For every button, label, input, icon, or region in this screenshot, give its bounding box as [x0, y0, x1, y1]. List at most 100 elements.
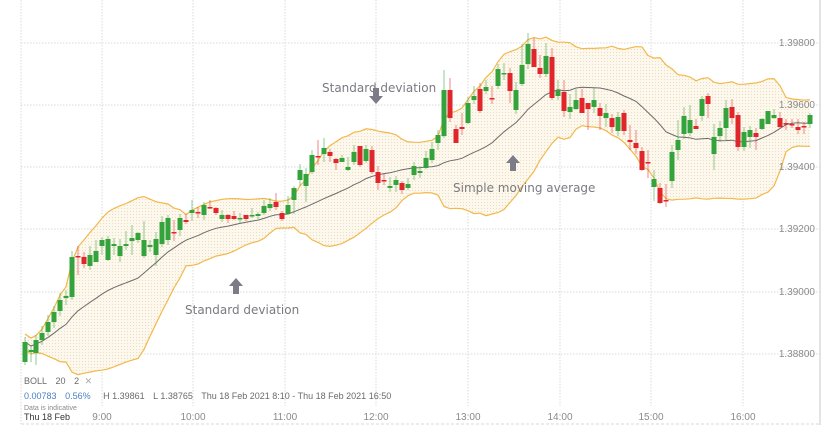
candle [291, 186, 297, 214]
candle [555, 80, 561, 100]
annotation: Standard deviation [185, 278, 299, 317]
candle [339, 155, 345, 162]
candle [771, 109, 777, 119]
annotation: Standard deviation [322, 81, 436, 104]
candle [303, 168, 309, 202]
start-date-label: Thu 18 Feb [24, 412, 71, 422]
time-tick-label: 13:00 [455, 412, 480, 423]
price-summary-row: 0.00783 0.56% H 1.39861 L 1.38765 Thu 18… [24, 389, 397, 404]
candle [483, 80, 489, 94]
time-tick-label: 14:00 [547, 412, 572, 423]
annotation-label: Standard deviation [185, 303, 299, 317]
candle [237, 213, 243, 223]
price-axis[interactable]: 1.39800 1.39600 1.39400 1.39200 1.39000 1.388… [779, 38, 816, 360]
annotation-label: Standard deviation [322, 81, 436, 95]
indicator-period: 20 [55, 376, 66, 386]
candle [597, 103, 603, 130]
candle [39, 326, 45, 345]
candle [807, 113, 813, 128]
candle [561, 80, 567, 117]
candle [369, 146, 375, 174]
candle [273, 193, 279, 210]
candle [513, 82, 519, 114]
candle [249, 208, 255, 218]
price-tick-label: 1.39000 [779, 287, 816, 298]
price-tick-label: 1.39600 [779, 100, 816, 111]
candle [723, 100, 729, 140]
candle [375, 166, 381, 190]
indicator-legend: BOLL 20 2 ✕ 0.00783 0.56% H 1.39861 L 1.… [24, 374, 397, 414]
time-tick-label: 12:00 [363, 412, 388, 423]
candle [201, 202, 207, 220]
candle [405, 178, 411, 190]
candle [129, 225, 135, 255]
candle [669, 145, 675, 188]
candle [22, 337, 28, 365]
indicator-name[interactable]: BOLL [24, 376, 48, 386]
candle [51, 306, 57, 328]
time-tick-label: 15:00 [638, 412, 663, 423]
candle [495, 64, 501, 89]
candle [123, 231, 129, 250]
candle [519, 44, 525, 86]
candle [111, 238, 117, 255]
candle [447, 78, 453, 122]
candle [567, 94, 573, 119]
annotations: Standard deviation Standard deviation Simp… [185, 81, 595, 317]
candle [69, 251, 75, 300]
candle [159, 216, 165, 247]
candle [243, 215, 249, 221]
candle [387, 177, 393, 192]
candle [735, 112, 741, 151]
candle [381, 173, 387, 185]
candle [357, 146, 363, 167]
candle [363, 145, 369, 163]
candle [663, 184, 669, 207]
candle [657, 183, 663, 204]
price-change: 0.00783 [24, 391, 57, 401]
candle [28, 345, 34, 362]
candle [699, 96, 705, 121]
candle [633, 130, 639, 154]
candle [177, 214, 183, 236]
annotation-label: Simple moving average [453, 181, 595, 195]
candle [141, 221, 147, 258]
candle [507, 68, 513, 103]
price-tick-label: 1.38800 [779, 349, 816, 360]
candle [63, 290, 69, 305]
candle [705, 93, 711, 118]
candle [711, 124, 717, 170]
price-tick-label: 1.39200 [779, 224, 816, 235]
candle [165, 215, 171, 245]
candle [549, 48, 555, 100]
candle [543, 43, 549, 77]
candle [309, 150, 315, 174]
candle [423, 151, 429, 169]
candle [477, 83, 483, 113]
candle [609, 114, 615, 133]
candle [135, 232, 141, 243]
candle [327, 149, 333, 162]
candle [255, 212, 261, 219]
candle [87, 246, 93, 270]
remove-indicator-icon[interactable]: ✕ [84, 376, 93, 386]
candle [213, 207, 219, 215]
annotation: Simple moving average [453, 155, 595, 195]
candle [717, 121, 723, 142]
candle [573, 89, 579, 110]
candle [753, 128, 759, 150]
candle [741, 127, 747, 151]
candle [627, 125, 633, 150]
candle [591, 88, 597, 113]
candle [435, 130, 441, 150]
candle [279, 211, 285, 221]
time-axis[interactable]: 9:00 10:00 11:00 12:00 13:00 14:00 15:00 16:00 [92, 412, 756, 423]
low-value: L 1.38765 [153, 391, 193, 401]
arrow-up-icon [506, 155, 520, 171]
upper-bollinger-band [24, 36, 811, 339]
candle [453, 125, 459, 143]
time-tick-label: 10:00 [180, 412, 205, 423]
data-note: Data is indicative [24, 405, 77, 412]
candle [57, 293, 63, 316]
